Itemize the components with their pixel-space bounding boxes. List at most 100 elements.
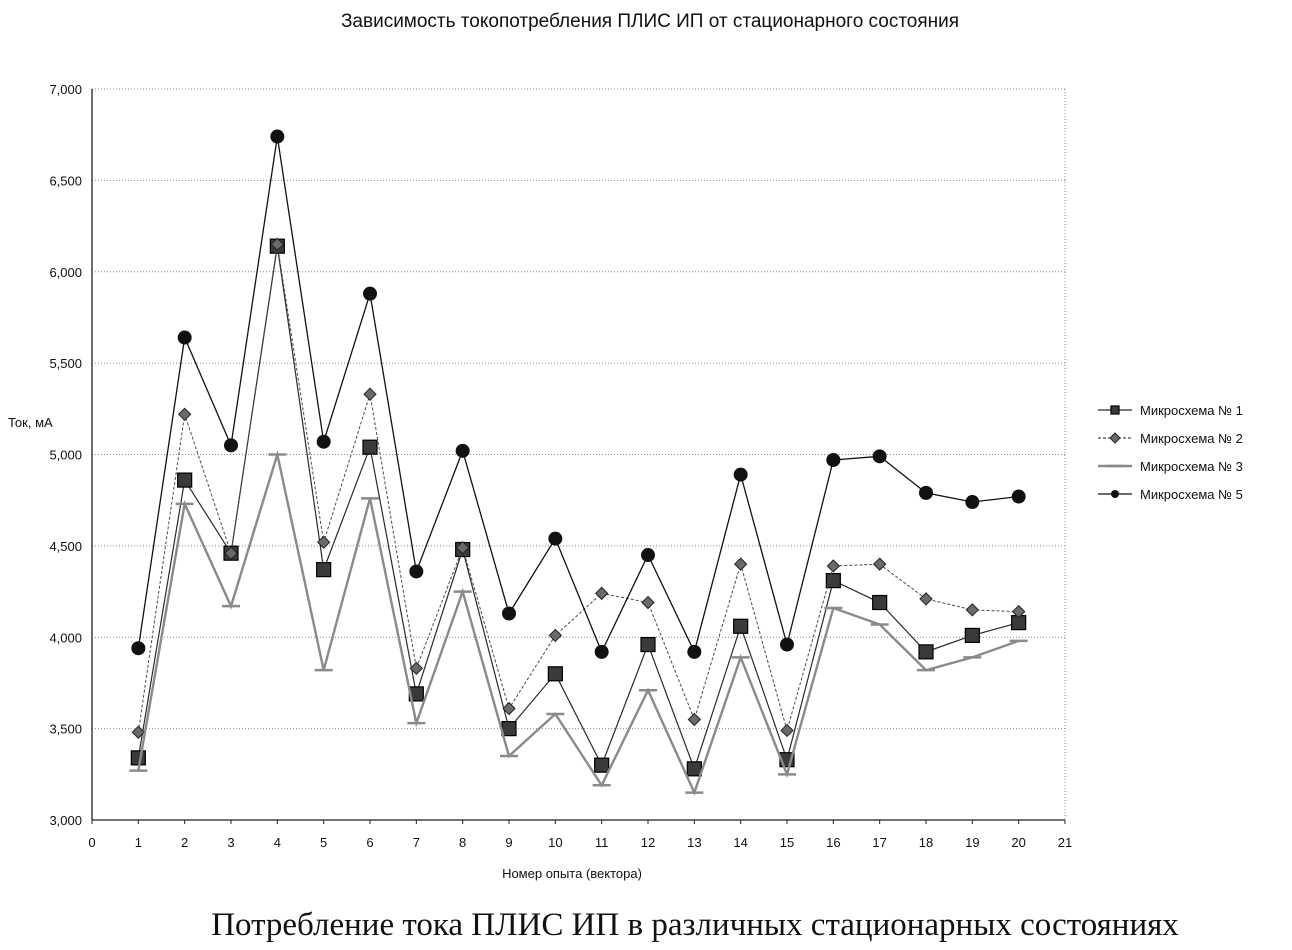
data-point xyxy=(456,444,470,458)
x-tick-label: 2 xyxy=(181,835,188,850)
series-line xyxy=(138,246,1018,769)
data-point xyxy=(596,587,608,599)
data-point xyxy=(131,751,145,765)
data-point xyxy=(502,722,516,736)
data-point xyxy=(966,604,978,616)
x-tick-label: 13 xyxy=(687,835,701,850)
y-tick-label: 5,500 xyxy=(49,356,82,371)
data-point xyxy=(317,435,331,449)
legend-label: Микросхема № 2 xyxy=(1140,431,1243,446)
data-point xyxy=(873,449,887,463)
data-point xyxy=(595,758,609,772)
data-point xyxy=(409,564,423,578)
legend-label: Микросхема № 3 xyxy=(1140,459,1243,474)
x-tick-label: 15 xyxy=(780,835,794,850)
data-point xyxy=(687,645,701,659)
x-tick-label: 0 xyxy=(88,835,95,850)
data-point xyxy=(641,548,655,562)
data-point xyxy=(363,440,377,454)
data-point xyxy=(317,563,331,577)
x-tick-label: 7 xyxy=(413,835,420,850)
x-tick-label: 4 xyxy=(274,835,281,850)
x-tick-label: 10 xyxy=(548,835,562,850)
data-point xyxy=(179,408,191,420)
data-point xyxy=(920,593,932,605)
data-point xyxy=(548,532,562,546)
x-tick-label: 12 xyxy=(641,835,655,850)
x-tick-label: 9 xyxy=(505,835,512,850)
y-tick-label: 4,000 xyxy=(49,630,82,645)
data-point xyxy=(363,287,377,301)
legend-marker xyxy=(1111,406,1119,414)
data-point xyxy=(224,438,238,452)
data-point xyxy=(826,574,840,588)
x-tick-label: 11 xyxy=(595,835,609,850)
legend-item: Микросхема № 2 xyxy=(1098,431,1243,446)
data-point xyxy=(131,641,145,655)
x-tick-label: 8 xyxy=(459,835,466,850)
series-line xyxy=(138,244,1018,732)
y-tick-label: 4,500 xyxy=(49,539,82,554)
data-point xyxy=(734,468,748,482)
y-axis-label: Ток, мА xyxy=(8,415,53,430)
figure-caption: Потребление тока ПЛИС ИП в различных ста… xyxy=(211,907,1179,943)
legend-item: Микросхема № 3 xyxy=(1098,459,1243,474)
y-tick-label: 7,000 xyxy=(49,82,82,97)
data-point xyxy=(781,724,793,736)
legend-marker xyxy=(1110,433,1120,443)
data-point xyxy=(735,558,747,570)
x-tick-label: 6 xyxy=(366,835,373,850)
series-1 xyxy=(131,239,1025,776)
series-4 xyxy=(131,130,1025,659)
data-point xyxy=(873,596,887,610)
data-point xyxy=(919,645,933,659)
x-tick-label: 1 xyxy=(135,835,142,850)
data-point xyxy=(132,726,144,738)
series-line xyxy=(138,137,1018,652)
chart-title: Зависимость токопотребления ПЛИС ИП от с… xyxy=(341,11,959,32)
data-point xyxy=(826,453,840,467)
data-point xyxy=(595,645,609,659)
data-point xyxy=(641,638,655,652)
x-axis-label: Номер опыта (вектора) xyxy=(502,866,642,881)
data-point xyxy=(270,130,284,144)
data-point xyxy=(874,558,886,570)
x-tick-label: 17 xyxy=(872,835,886,850)
x-tick-label: 3 xyxy=(227,835,234,850)
x-tick-label: 16 xyxy=(826,835,840,850)
data-point xyxy=(965,628,979,642)
legend-label: Микросхема № 1 xyxy=(1140,403,1243,418)
y-tick-label: 3,500 xyxy=(49,722,82,737)
data-point xyxy=(1012,490,1026,504)
series-layer xyxy=(129,130,1027,793)
x-tick-label: 14 xyxy=(733,835,747,850)
x-tick-label: 21 xyxy=(1058,835,1072,850)
data-point xyxy=(502,606,516,620)
x-tick-label: 20 xyxy=(1011,835,1025,850)
data-point xyxy=(734,619,748,633)
data-point xyxy=(178,331,192,345)
data-point xyxy=(642,597,654,609)
data-point xyxy=(687,762,701,776)
y-tick-label: 5,000 xyxy=(49,448,82,463)
data-point xyxy=(688,713,700,725)
data-point xyxy=(364,388,376,400)
legend-label: Микросхема № 5 xyxy=(1140,487,1243,502)
y-tick-label: 3,000 xyxy=(49,813,82,828)
data-point xyxy=(965,495,979,509)
x-tick-label: 19 xyxy=(965,835,979,850)
axes: 3,0003,5004,0004,5005,0005,5006,0006,500… xyxy=(49,82,1072,850)
x-tick-label: 18 xyxy=(919,835,933,850)
data-point xyxy=(780,638,794,652)
data-point xyxy=(178,473,192,487)
legend-item: Микросхема № 1 xyxy=(1098,403,1243,418)
legend-marker xyxy=(1111,490,1119,498)
legend-item: Микросхема № 5 xyxy=(1098,487,1243,502)
data-point xyxy=(919,486,933,500)
legend: Микросхема № 1 Микросхема № 2 Микросхема №… xyxy=(1098,403,1243,502)
data-point xyxy=(548,667,562,681)
x-tick-label: 5 xyxy=(320,835,327,850)
data-point xyxy=(827,560,839,572)
y-tick-label: 6,500 xyxy=(49,173,82,188)
